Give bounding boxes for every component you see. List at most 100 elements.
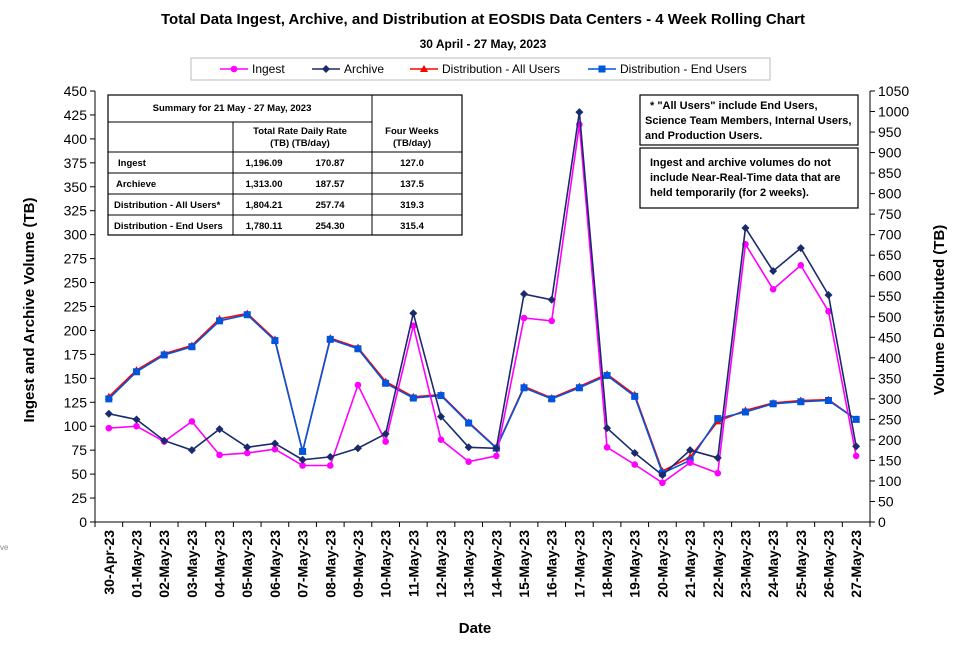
data-point <box>520 290 529 299</box>
y-tick-label: 350 <box>64 179 88 195</box>
table-cell-four-weeks: 319.3 <box>400 200 424 211</box>
y-tick-label: 250 <box>64 275 88 291</box>
legend: Ingest Archive Distribution - All Users Dis… <box>190 57 771 81</box>
legend-marker <box>420 65 428 72</box>
y-tick-label: 425 <box>64 107 88 123</box>
data-point <box>299 447 307 455</box>
data-point <box>243 449 251 457</box>
table-cell-total: 1,804.21 <box>246 200 284 211</box>
legend-box <box>190 57 771 81</box>
series-distribution-all-users <box>104 309 861 475</box>
data-point <box>603 371 611 379</box>
data-point <box>215 425 224 434</box>
data-point <box>270 439 279 448</box>
y-tick-label: 400 <box>64 131 88 147</box>
data-point <box>686 459 694 466</box>
y2-tick-label: 300 <box>878 391 902 407</box>
legend-label: Ingest <box>252 62 285 76</box>
data-point <box>630 449 639 458</box>
x-tick-label: 22-May-23 <box>710 530 726 598</box>
data-point <box>741 408 749 416</box>
data-point <box>631 392 639 400</box>
data-point <box>382 438 389 445</box>
data-point <box>133 422 140 430</box>
data-point <box>382 379 390 387</box>
data-point <box>104 409 113 418</box>
data-point <box>824 396 832 404</box>
x-tick-label: 21-May-23 <box>682 530 698 598</box>
table-cell-four-weeks: 127.0 <box>400 158 424 169</box>
data-point <box>326 335 334 343</box>
data-point <box>741 223 750 232</box>
data-point <box>493 452 500 460</box>
y2-tick-label: 700 <box>878 227 902 243</box>
note-line: held temporarily (for 2 weeks). <box>650 187 809 199</box>
x-tick-label: 05-May-23 <box>239 530 255 598</box>
x-tick-label: 03-May-23 <box>184 530 200 598</box>
summary-table: Summary for 21 May - 27 May, 2023 Total … <box>107 94 463 236</box>
y2-tick-label: 200 <box>878 432 902 448</box>
y2-tick-label: 350 <box>878 370 902 386</box>
data-point <box>797 398 805 406</box>
x-tick-label: 27-May-23 <box>848 530 864 598</box>
data-point <box>354 345 362 353</box>
table-row-label: Ingest <box>118 158 147 169</box>
x-tick-label: 16-May-23 <box>544 530 560 598</box>
x-tick-label: 30-Apr-23 <box>101 530 117 595</box>
data-point <box>658 471 667 480</box>
y2-axis-title: Volume Distributed (TB) <box>931 225 948 396</box>
data-point <box>492 444 501 453</box>
note-line: and Production Users. <box>645 130 762 142</box>
data-point <box>381 429 390 438</box>
table-cell-daily: 257.74 <box>315 200 345 211</box>
x-tick-label: 04-May-23 <box>212 530 228 598</box>
data-point <box>409 394 417 402</box>
x-tick-label: 10-May-23 <box>378 530 394 598</box>
data-point <box>659 479 666 487</box>
y2-tick-label: 850 <box>878 165 902 181</box>
x-tick-label: 20-May-23 <box>654 530 670 598</box>
data-point <box>105 424 113 432</box>
y-tick-label: 100 <box>64 418 88 434</box>
data-point <box>353 444 362 453</box>
data-point <box>825 307 832 315</box>
y-tick-label: 300 <box>64 227 88 243</box>
y2-tick-label: 950 <box>878 124 902 140</box>
y2-tick-label: 50 <box>878 493 894 509</box>
y-tick-label: 0 <box>79 514 87 530</box>
y-tick-label: 275 <box>64 251 88 267</box>
chart-subtitle: 30 April - 27 May, 2023 <box>420 37 547 51</box>
legend-marker <box>230 65 238 73</box>
data-point <box>188 343 196 351</box>
x-tick-label: 02-May-23 <box>156 530 172 598</box>
y2-tick-label: 600 <box>878 268 902 284</box>
data-point <box>714 469 722 477</box>
legend-marker <box>598 65 606 73</box>
data-point <box>714 415 722 423</box>
table-caption: Summary for 21 May - 27 May, 2023 <box>153 103 312 114</box>
table-cell-total: 1,196.09 <box>246 158 283 169</box>
y-tick-label: 175 <box>64 346 88 362</box>
y-tick-label: 125 <box>64 394 88 410</box>
data-point <box>465 458 472 465</box>
y2-tick-label: 0 <box>878 514 886 530</box>
table-cell-total: 1,313.00 <box>246 179 283 190</box>
x-axis-title: Date <box>459 620 492 637</box>
x-tick-label: 14-May-23 <box>488 530 504 598</box>
table-cell-daily: 254.30 <box>315 221 344 232</box>
data-point <box>216 451 223 459</box>
data-point <box>769 400 777 408</box>
data-point <box>686 446 695 455</box>
data-point <box>160 351 168 359</box>
data-point <box>603 424 612 433</box>
chart-title: Total Data Ingest, Archive, and Distribu… <box>161 11 805 28</box>
data-point <box>132 415 141 424</box>
data-point <box>547 295 556 304</box>
data-point <box>796 244 805 253</box>
data-point <box>409 309 418 318</box>
y-tick-label: 225 <box>64 299 88 315</box>
data-point <box>326 462 334 469</box>
series-line <box>108 124 857 484</box>
data-point <box>271 445 279 453</box>
